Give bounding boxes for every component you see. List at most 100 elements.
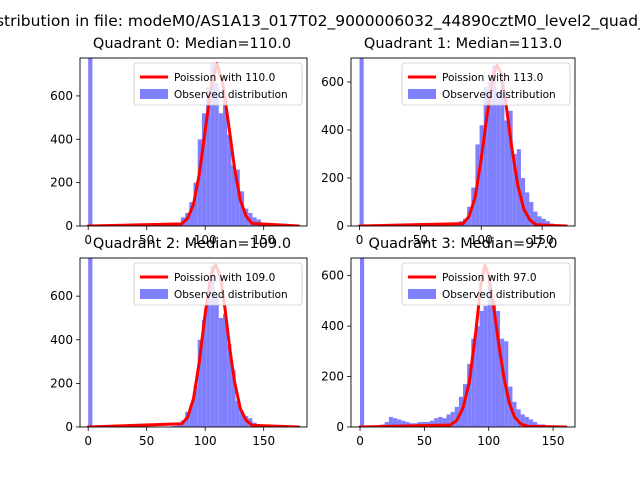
x-tick-label: 0 [84, 233, 92, 247]
histogram-bar [206, 87, 211, 226]
x-tick-label: 150 [252, 233, 275, 247]
histogram-bar [467, 363, 472, 427]
histogram-bar [210, 63, 215, 226]
x-tick-label: 50 [413, 233, 428, 247]
y-tick-label: 0 [65, 420, 73, 434]
histogram-bar [197, 139, 202, 226]
histogram-bar [193, 182, 198, 226]
legend-box [401, 62, 571, 106]
histogram-bar [450, 411, 455, 427]
histogram-bar [397, 419, 402, 427]
legend-bar-swatch [140, 289, 168, 299]
legend-box [401, 262, 571, 306]
legend-bar-label: Observed distribution [174, 289, 288, 301]
histogram-bar [88, 258, 93, 427]
legend-line-label: Poission with 109.0 [174, 272, 275, 284]
histogram-bar [491, 300, 496, 427]
x-tick-label: 0 [356, 233, 364, 247]
y-tick-label: 600 [321, 269, 344, 283]
histogram-bar [529, 202, 534, 226]
legend-line-label: Poission with 113.0 [442, 72, 543, 84]
legend-bar-label: Observed distribution [174, 89, 288, 101]
histogram-bar [537, 216, 542, 226]
x-tick-label: 150 [542, 434, 565, 448]
x-tick-label: 50 [417, 434, 432, 448]
legend: Poission with 110.0 Observed distribution [133, 62, 303, 106]
histogram-bar [235, 400, 240, 427]
histogram-bar [360, 258, 365, 427]
legend-line-label: Poission with 97.0 [442, 272, 537, 284]
histogram-bar [475, 326, 480, 427]
x-tick-label: 0 [356, 434, 364, 448]
axes-frame [79, 257, 308, 428]
x-tick-label: 50 [139, 233, 154, 247]
histogram-bar [235, 169, 240, 226]
histogram-bar [227, 344, 232, 427]
y-tick-label: 0 [336, 219, 344, 233]
plot-area [86, 258, 301, 427]
histogram-bar [496, 91, 501, 226]
histogram-bar [384, 421, 389, 427]
y-tick-label: 400 [321, 123, 344, 137]
histogram-bar [438, 416, 443, 427]
histogram-bar [500, 338, 505, 427]
x-tick-label: 100 [194, 233, 217, 247]
histogram-bar [214, 296, 219, 427]
legend: Poission with 109.0 Observed distribution [133, 262, 303, 306]
histogram-bar [479, 310, 484, 427]
x-tick-label: 100 [477, 434, 500, 448]
histogram-bar [516, 409, 521, 427]
histogram-bar [541, 218, 546, 226]
histogram-bar [533, 211, 538, 226]
legend-bar-label: Observed distribution [442, 289, 556, 301]
histogram-bar [252, 217, 257, 226]
histogram-bar [392, 418, 398, 427]
histogram-bar [483, 305, 488, 427]
histogram-bar [520, 414, 525, 427]
histogram-bar [201, 113, 207, 226]
panel-title: Quadrant 1: Median=113.0 [364, 36, 562, 52]
legend-bar-swatch [408, 89, 436, 99]
histogram-bar [231, 165, 236, 226]
histogram-bar [206, 298, 211, 427]
histogram-bar [201, 320, 207, 427]
x-tick-label: 0 [84, 434, 92, 448]
histogram-bar [487, 82, 492, 226]
histogram-bar [222, 95, 228, 226]
histogram-bar [222, 313, 228, 427]
panel-title: Quadrant 2: Median=109.0 [93, 236, 291, 252]
y-tick-label: 200 [321, 171, 344, 185]
histogram-bar [491, 65, 497, 226]
histogram-bar [504, 120, 509, 226]
legend-line-label: Poission with 110.0 [174, 72, 275, 84]
x-tick-label: 150 [252, 434, 275, 448]
legend-bar-swatch [408, 289, 436, 299]
histogram-bar [239, 411, 245, 427]
y-tick-label: 0 [336, 420, 344, 434]
panel-title: Quadrant 0: Median=110.0 [93, 36, 291, 52]
histogram-bar [227, 134, 232, 226]
histogram-bar [434, 418, 439, 427]
quadrant-panel-1: 0 50 100 150 0 200 400 600 Poission with 113.0 Ob… [321, 36, 576, 247]
y-tick-label: 200 [50, 376, 73, 390]
histogram-bar [218, 113, 223, 226]
histogram-bar [193, 385, 198, 427]
legend-box [133, 62, 303, 106]
histogram-bar [189, 405, 194, 427]
y-tick-label: 600 [50, 89, 73, 103]
axes-frame [350, 257, 576, 428]
histogram-bar [528, 419, 534, 427]
histogram-bar [210, 265, 215, 427]
histogram-bar [442, 418, 447, 427]
histogram-bar [189, 202, 194, 226]
histogram-bar [525, 192, 530, 226]
histogram-bar [430, 420, 435, 427]
y-tick-label: 400 [50, 333, 73, 347]
legend-bar-label: Observed distribution [442, 89, 556, 101]
histogram-bar [172, 425, 177, 427]
histogram-bar [88, 58, 93, 226]
y-tick-label: 600 [321, 75, 344, 89]
legend-bar-swatch [140, 89, 168, 99]
legend: Poission with 113.0 Observed distribution [401, 62, 571, 106]
y-tick-label: 200 [321, 370, 344, 384]
